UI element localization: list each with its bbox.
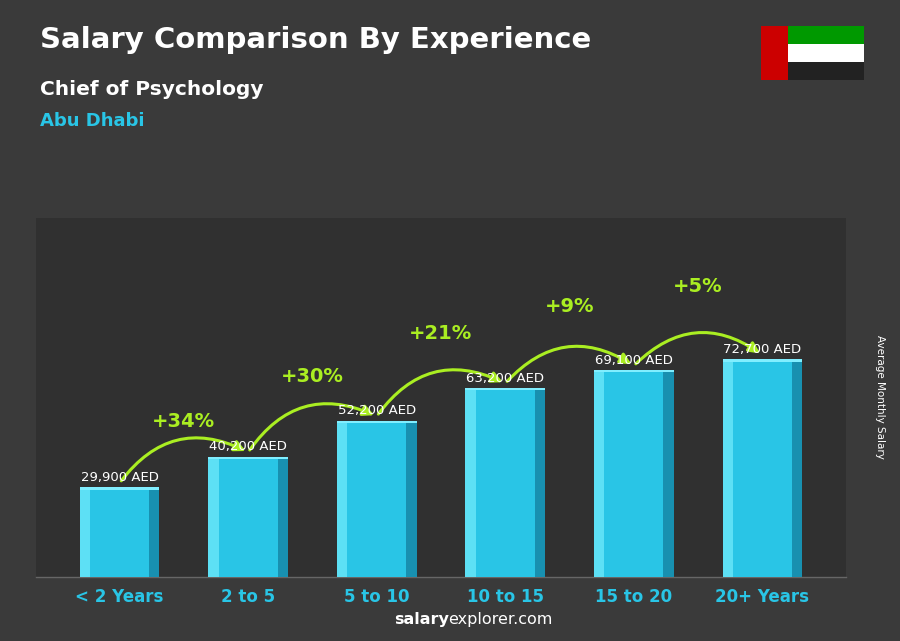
Bar [594, 370, 605, 577]
Bar [277, 456, 288, 577]
Bar [594, 370, 674, 372]
Bar [788, 26, 864, 44]
Text: Chief of Psychology: Chief of Psychology [40, 80, 264, 99]
Text: Average Monthly Salary: Average Monthly Salary [875, 335, 886, 460]
Bar [663, 370, 674, 577]
Text: 69,100 AED: 69,100 AED [595, 354, 673, 367]
Text: 72,700 AED: 72,700 AED [724, 343, 802, 356]
Bar [80, 487, 159, 490]
Bar [465, 388, 545, 390]
Bar [723, 360, 802, 577]
Text: 52,200 AED: 52,200 AED [338, 404, 416, 417]
Text: Salary Comparison By Experience: Salary Comparison By Experience [40, 26, 592, 54]
Bar [788, 62, 864, 80]
Text: 29,900 AED: 29,900 AED [81, 471, 158, 484]
Text: +9%: +9% [544, 297, 594, 317]
Text: +34%: +34% [152, 412, 215, 431]
Bar [337, 420, 347, 577]
Text: Abu Dhabi: Abu Dhabi [40, 112, 145, 130]
Text: 40,200 AED: 40,200 AED [209, 440, 287, 453]
Text: +5%: +5% [673, 278, 723, 297]
Bar [760, 26, 788, 80]
Bar [465, 388, 545, 577]
Bar [80, 487, 159, 577]
Bar [208, 456, 219, 577]
Bar [465, 388, 476, 577]
Bar [80, 487, 90, 577]
Bar [792, 360, 802, 577]
Bar [594, 370, 674, 577]
Bar [149, 487, 159, 577]
Text: explorer.com: explorer.com [448, 612, 552, 627]
Bar [723, 360, 733, 577]
Text: +21%: +21% [410, 324, 472, 344]
Bar [788, 44, 864, 62]
Bar [535, 388, 545, 577]
Bar [337, 420, 417, 577]
Text: +30%: +30% [281, 367, 344, 385]
Text: salary: salary [394, 612, 449, 627]
Bar [406, 420, 417, 577]
Bar [337, 420, 417, 423]
Text: 63,200 AED: 63,200 AED [466, 372, 544, 385]
Bar [723, 360, 802, 362]
Bar [208, 456, 288, 459]
Bar [208, 456, 288, 577]
